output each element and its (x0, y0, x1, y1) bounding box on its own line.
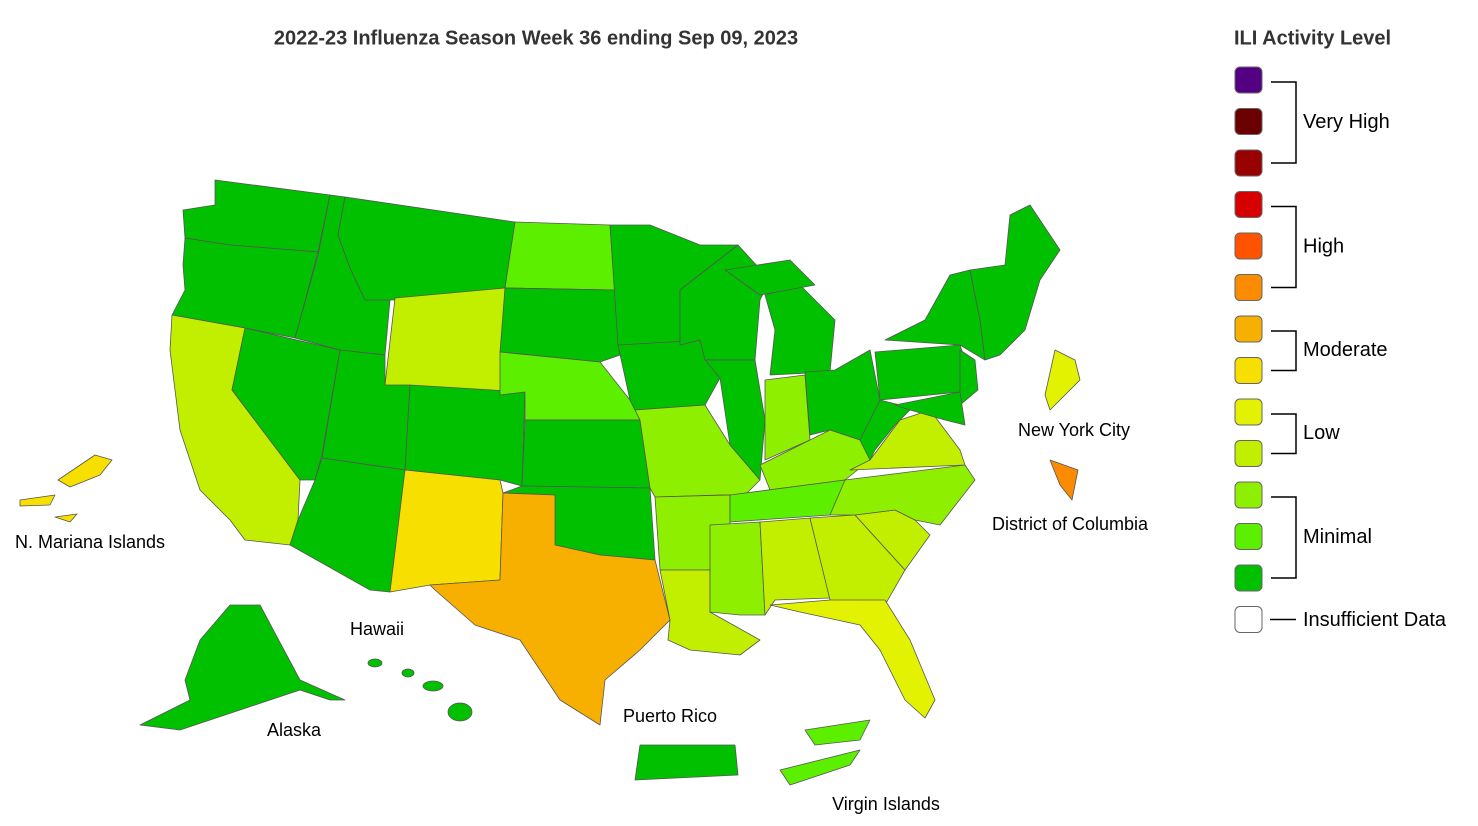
region (139, 604, 346, 731)
region (171, 237, 319, 339)
region (959, 349, 979, 406)
region-label: Virgin Islands (832, 794, 940, 814)
map-title: 2022-23 Influenza Season Week 36 ending … (274, 27, 798, 49)
legend-swatch (1234, 357, 1263, 384)
region-label: New York City (1018, 420, 1130, 440)
legend-bracket (1271, 413, 1297, 455)
legend-bracket (1271, 205, 1297, 289)
legend-swatch (1234, 398, 1263, 426)
legend-swatch (1234, 232, 1263, 260)
region (337, 196, 516, 301)
region (759, 517, 831, 616)
legend-bracket (1271, 81, 1297, 164)
region (829, 464, 976, 526)
region-label: N. Mariana Islands (15, 532, 165, 552)
legend-label: Insufficient Data (1303, 609, 1447, 631)
region (874, 344, 971, 401)
region-label: District of Columbia (992, 514, 1149, 534)
legend-swatch (1234, 606, 1263, 633)
region (57, 454, 113, 488)
legend-swatch (1234, 440, 1263, 467)
region (367, 658, 383, 668)
region (404, 384, 526, 487)
region (894, 391, 966, 426)
region (401, 668, 415, 678)
legend-label: Moderate (1303, 339, 1388, 361)
legend-bracket (1271, 330, 1297, 372)
legend-swatch (1234, 66, 1263, 94)
legend-label: Low (1303, 422, 1340, 444)
legend-swatch (1234, 315, 1263, 343)
legend-swatch (1234, 564, 1263, 592)
region (1044, 349, 1081, 411)
region (859, 399, 911, 461)
region (779, 749, 861, 786)
region (429, 492, 671, 726)
region (384, 287, 506, 396)
region (447, 702, 473, 722)
legend-swatch (1234, 191, 1263, 218)
region (634, 744, 739, 781)
legend: Very High High Moderate Low Minimal Insuffici… (1234, 66, 1447, 633)
states (19, 179, 1081, 786)
legend-swatch (1234, 481, 1263, 509)
region-label: Puerto Rico (623, 706, 717, 726)
region (521, 419, 651, 489)
legend-swatch (1234, 149, 1263, 177)
region (422, 680, 444, 692)
region (1049, 459, 1079, 501)
legend-swatch (1234, 274, 1263, 301)
region (499, 287, 621, 363)
region (504, 221, 616, 291)
region (769, 599, 936, 719)
legend-title: ILI Activity Level (1234, 27, 1391, 49)
legend-swatch (1234, 523, 1263, 550)
region (704, 359, 766, 481)
region (809, 514, 906, 606)
region (969, 204, 1061, 361)
region (389, 469, 504, 593)
region-label: Hawaii (350, 619, 404, 639)
region (19, 494, 56, 507)
region (764, 284, 836, 376)
legend-label: High (1303, 235, 1344, 257)
legend-swatch (1234, 108, 1263, 135)
region (724, 259, 816, 296)
region (709, 521, 766, 616)
region (54, 513, 78, 523)
region (884, 269, 986, 361)
legend-label: Minimal (1303, 526, 1372, 548)
legend-label: Very High (1303, 111, 1390, 133)
legend-bracket (1271, 496, 1297, 579)
region (804, 719, 871, 746)
region-label: Alaska (267, 720, 322, 740)
